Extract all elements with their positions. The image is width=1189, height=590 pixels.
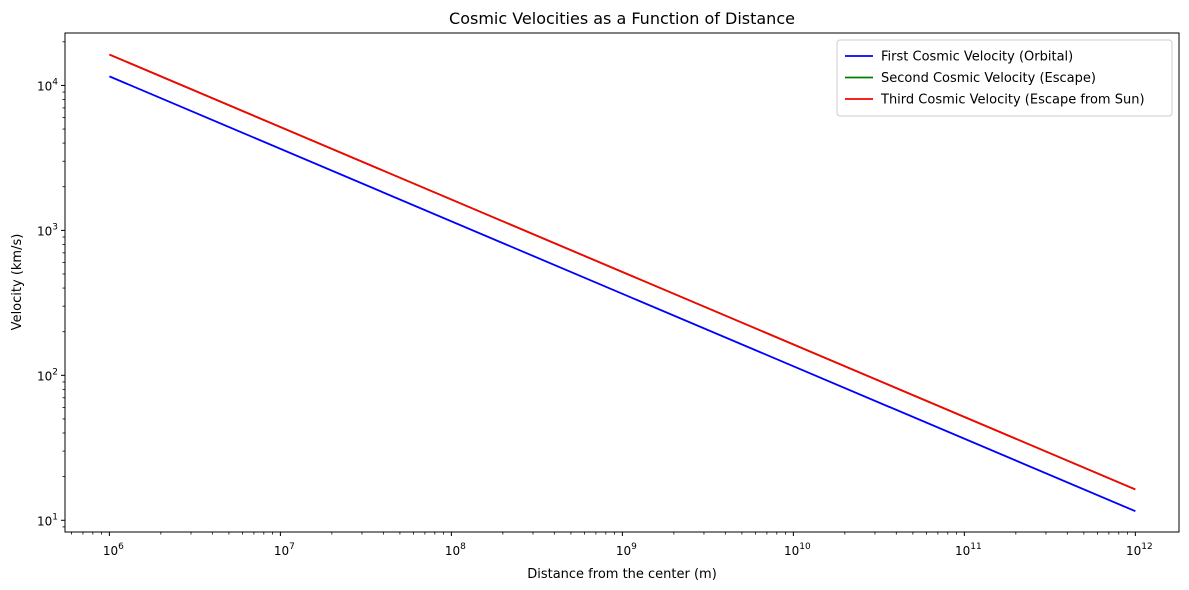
x-tick-label: 1010 xyxy=(784,542,811,558)
y-tick-label: 102 xyxy=(37,367,58,383)
y-tick-label: 103 xyxy=(37,222,58,238)
x-tick-label: 1012 xyxy=(1126,542,1153,558)
series-line-3 xyxy=(109,53,1136,491)
x-tick-label: 106 xyxy=(103,542,124,558)
x-tick-label: 107 xyxy=(274,542,295,558)
x-tick-label: 109 xyxy=(616,542,637,558)
y-tick-label: 104 xyxy=(37,77,58,93)
legend-label: Second Cosmic Velocity (Escape) xyxy=(881,71,1096,86)
y-axis-label: Velocity (km/s) xyxy=(10,234,25,331)
series-line-1 xyxy=(109,75,1136,513)
legend-label: Third Cosmic Velocity (Escape from Sun) xyxy=(880,93,1145,108)
y-tick-label: 101 xyxy=(37,512,58,528)
x-tick-label: 1011 xyxy=(955,542,982,558)
legend-label: First Cosmic Velocity (Orbital) xyxy=(881,50,1073,65)
chart-title: Cosmic Velocities as a Function of Dista… xyxy=(449,9,795,28)
legend-box xyxy=(836,39,1173,117)
legend: First Cosmic Velocity (Orbital) Second Co… xyxy=(836,39,1173,117)
x-tick-label: 108 xyxy=(445,542,466,558)
x-axis-label: Distance from the center (m) xyxy=(527,567,717,582)
